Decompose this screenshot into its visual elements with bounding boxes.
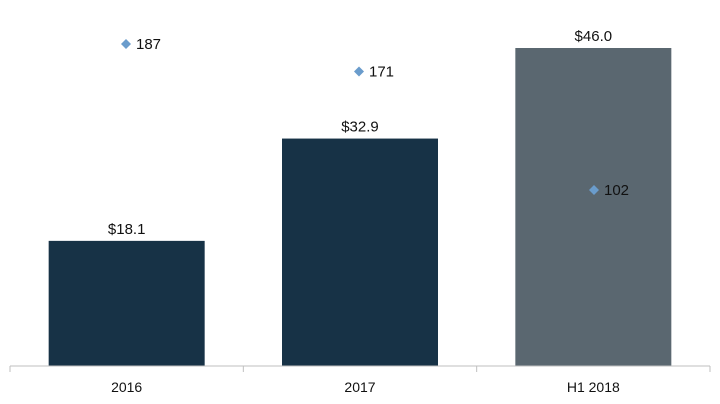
point-marker	[354, 66, 364, 77]
bars-layer: $18.1 $32.9 $46.0	[48, 28, 672, 366]
x-tick-label: 2017	[344, 379, 375, 395]
bar-value-label: $18.1	[108, 221, 146, 238]
point-marker	[589, 185, 599, 195]
bar-value-label: $46.0	[575, 28, 613, 45]
point-value-label: 187	[136, 36, 161, 53]
bar-h1-2018	[515, 48, 672, 366]
x-axis: 2016 2017 H1 2018	[9, 365, 711, 395]
point-value-label: 102	[604, 182, 629, 199]
x-tick-label: H1 2018	[567, 379, 620, 395]
point-value-label: 171	[369, 63, 394, 80]
points-layer: 187 171 102	[121, 36, 629, 199]
bar-value-label: $32.9	[341, 119, 379, 136]
bar-2016	[48, 240, 205, 366]
point-marker	[121, 39, 131, 49]
x-tick-label: 2016	[111, 379, 142, 395]
bar-2017	[282, 138, 438, 366]
